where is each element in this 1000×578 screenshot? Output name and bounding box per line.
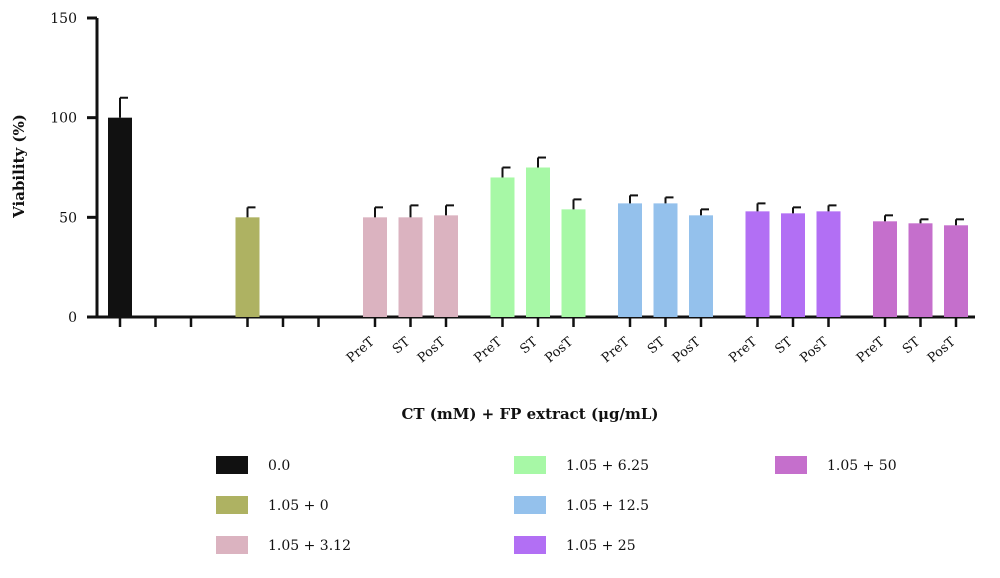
- legend-swatch: [775, 456, 807, 474]
- legend: 0.0 1.05 + 0 1.05 + 3.12 1.05 + 6.25 1.05 + …: [216, 456, 897, 554]
- x-tick-label: ST: [645, 334, 668, 357]
- bar: [689, 215, 713, 317]
- legend-item: 1.05 + 25: [514, 536, 636, 554]
- legend-label: 0.0: [268, 458, 290, 474]
- x-tick-label: PreT: [471, 334, 505, 366]
- y-tick-label: 50: [59, 210, 77, 226]
- legend-swatch: [514, 496, 546, 514]
- x-tick-label: ST: [390, 334, 413, 357]
- legend-label: 1.05 + 12.5: [566, 498, 649, 514]
- x-tick-label: PreT: [726, 334, 760, 366]
- bar: [618, 203, 642, 317]
- bar: [653, 203, 678, 317]
- bar: [108, 117, 132, 318]
- legend-swatch: [216, 456, 248, 474]
- bar: [781, 213, 805, 317]
- bar: [526, 167, 550, 317]
- x-tick-label: ST: [772, 334, 795, 357]
- legend-item: 0.0: [216, 456, 290, 474]
- bar: [745, 211, 770, 317]
- legend-item: 1.05 + 3.12: [216, 536, 351, 554]
- legend-swatch: [216, 496, 248, 514]
- y-tick-label: 0: [68, 310, 77, 326]
- bar: [873, 221, 897, 317]
- legend-label: 1.05 + 6.25: [566, 458, 649, 474]
- legend-item: 1.05 + 50: [775, 456, 897, 474]
- x-tick-label: PosT: [925, 334, 959, 366]
- legend-swatch: [514, 456, 546, 474]
- x-tick-label: PreT: [854, 334, 888, 366]
- bar: [816, 211, 841, 317]
- y-axis-title: Viability (%): [10, 114, 28, 219]
- x-tick-label: PosT: [542, 334, 576, 366]
- x-tick-label: PosT: [670, 334, 704, 366]
- legend-label: 1.05 + 0: [268, 498, 329, 514]
- bar: [908, 223, 933, 317]
- y-tick-label: 150: [50, 11, 77, 27]
- x-tick-label: PreT: [599, 334, 633, 366]
- legend-item: 1.05 + 12.5: [514, 496, 649, 514]
- x-tick-label: ST: [517, 334, 540, 357]
- x-tick-label: PosT: [415, 334, 449, 366]
- bar: [490, 177, 515, 317]
- bar: [363, 217, 387, 317]
- legend-item: 1.05 + 0: [216, 496, 329, 514]
- legend-swatch: [216, 536, 248, 554]
- legend-label: 1.05 + 50: [827, 458, 897, 474]
- y-tick-label: 100: [50, 111, 77, 127]
- x-tick-label: PosT: [797, 334, 831, 366]
- x-tick-label: PreT: [344, 334, 378, 366]
- legend-swatch: [514, 536, 546, 554]
- legend-item: 1.05 + 6.25: [514, 456, 649, 474]
- bar: [398, 217, 423, 317]
- bar: [434, 215, 458, 317]
- legend-label: 1.05 + 3.12: [268, 538, 351, 554]
- bar: [561, 209, 586, 317]
- bar: [944, 225, 968, 317]
- x-tick-label: ST: [900, 334, 923, 357]
- legend-label: 1.05 + 25: [566, 538, 636, 554]
- x-axis-title: CT (mM) + FP extract (μg/mL): [401, 405, 658, 423]
- bar: [235, 217, 260, 317]
